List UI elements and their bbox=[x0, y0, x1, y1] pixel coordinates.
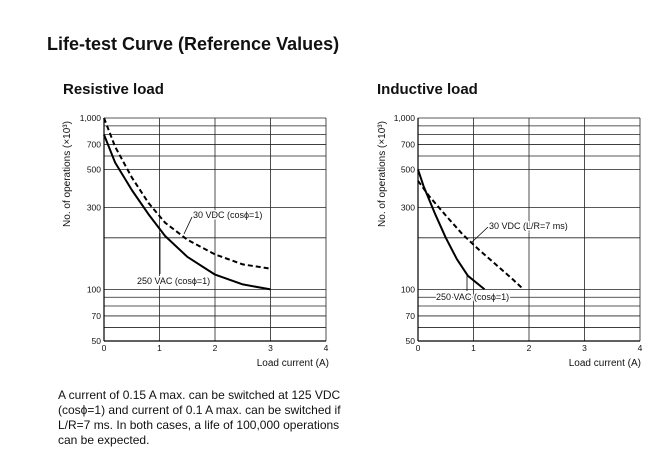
x-tick-label: 3 bbox=[268, 343, 273, 353]
x-tick-label: 2 bbox=[527, 343, 532, 353]
x-tick-label: 2 bbox=[213, 343, 218, 353]
x-axis-label: Load current (A) bbox=[569, 358, 641, 369]
y-tick-label: 50 bbox=[406, 336, 416, 346]
series-label: 250 VAC (cosϕ=1) bbox=[137, 276, 210, 286]
series-label: 30 VDC (cosϕ=1) bbox=[193, 210, 262, 220]
y-axis-label: No. of operations (×10³) bbox=[62, 121, 73, 227]
resistive-load-heading: Resistive load bbox=[63, 81, 164, 98]
x-tick-label: 1 bbox=[471, 343, 476, 353]
y-tick-label: 700 bbox=[401, 140, 415, 150]
x-tick-label: 0 bbox=[416, 343, 421, 353]
solid-series-line bbox=[417, 169, 486, 291]
dashed-series-line bbox=[417, 180, 525, 291]
y-tick-label: 100 bbox=[87, 284, 101, 294]
dashed-series-line bbox=[103, 117, 271, 270]
y-tick-label: 500 bbox=[401, 165, 415, 175]
y-tick-label: 700 bbox=[87, 140, 101, 150]
footnote-text: A current of 0.15 A max. can be switched… bbox=[58, 388, 341, 447]
series-label: 250 VAC (cosϕ=1) bbox=[436, 292, 509, 302]
x-tick-label: 0 bbox=[102, 343, 107, 353]
x-tick-label: 1 bbox=[157, 343, 162, 353]
y-tick-label: 300 bbox=[87, 203, 101, 213]
y-tick-label: 500 bbox=[87, 165, 101, 175]
y-tick-label: 300 bbox=[401, 203, 415, 213]
leader-line bbox=[470, 226, 489, 244]
y-tick-label: 50 bbox=[92, 336, 102, 346]
inductive-load-heading: Inductive load bbox=[377, 81, 478, 98]
y-axis-label: No. of operations (×10³) bbox=[377, 121, 388, 227]
x-tick-label: 4 bbox=[638, 343, 643, 353]
series-label: 30 VDC (L/R=7 ms) bbox=[489, 221, 568, 231]
x-axis-label: Load current (A) bbox=[257, 358, 329, 369]
solid-series-line bbox=[103, 134, 271, 291]
y-tick-label: 100 bbox=[401, 284, 415, 294]
resistive-load-chart: 1,000 700 500 300 100 70 500 1 2 3 4 Load current (… bbox=[62, 113, 329, 369]
inductive-load-chart: 1,000 700 500 300 100 70 500 1 2 3 4 Load current (… bbox=[377, 113, 643, 369]
x-tick-label: 3 bbox=[582, 343, 587, 353]
leader-line bbox=[183, 216, 193, 235]
y-tick-label: 70 bbox=[406, 311, 416, 321]
page-title: Life-test Curve (Reference Values) bbox=[47, 34, 340, 54]
y-tick-label: 1,000 bbox=[80, 113, 102, 123]
x-tick-label: 4 bbox=[324, 343, 329, 353]
y-tick-label: 1,000 bbox=[394, 113, 416, 123]
y-tick-label: 70 bbox=[92, 311, 102, 321]
